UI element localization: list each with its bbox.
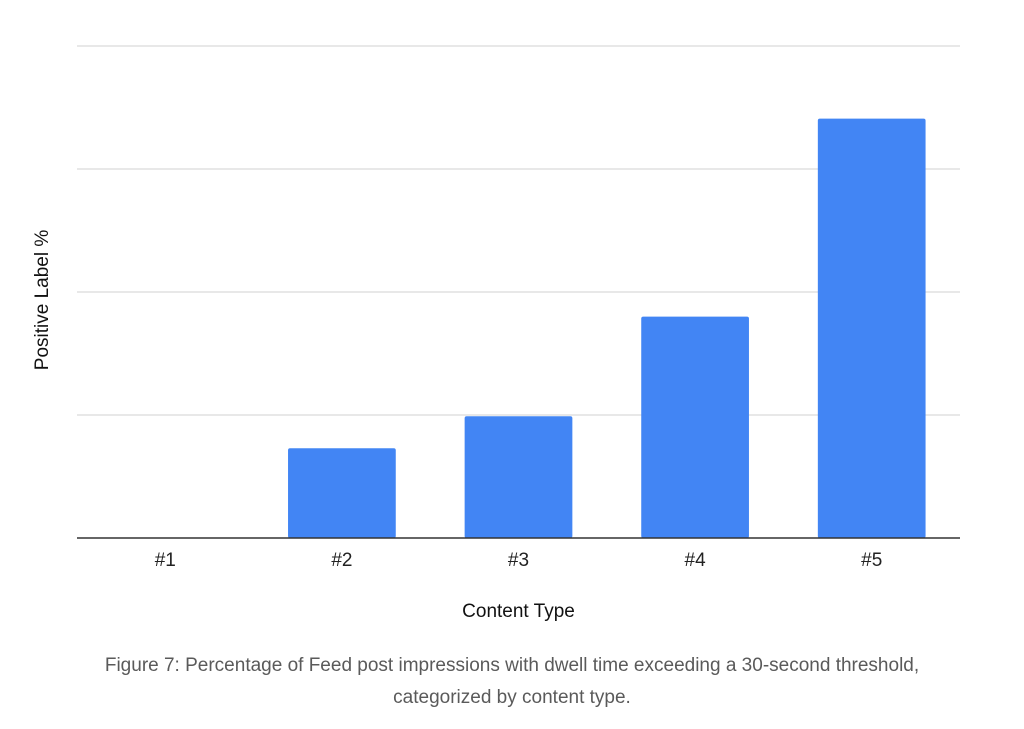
gridlines <box>77 45 960 416</box>
y-axis-title: Positive Label % <box>32 230 53 371</box>
x-tick-label-5: #5 <box>861 550 882 571</box>
x-tick-label-1: #1 <box>155 550 176 571</box>
x-tick-labels: #1 #2 #3 #4 #5 <box>155 550 883 571</box>
bar-5 <box>817 118 926 538</box>
x-tick-label-3: #3 <box>508 550 529 571</box>
bar-4 <box>641 316 749 538</box>
caption-line-2: categorized by content type. <box>393 687 631 708</box>
x-axis-title: Content Type <box>462 601 575 622</box>
x-tick-label-4: #4 <box>685 550 707 571</box>
bar-3 <box>464 416 573 538</box>
bar-chart: #1 #2 #3 #4 #5 Positive Label % Content Type <box>32 45 960 622</box>
caption-line-1: Figure 7: Percentage of Feed post impres… <box>104 655 920 676</box>
x-tick-label-2: #2 <box>331 550 352 571</box>
bars <box>288 118 926 538</box>
figure-caption: Figure 7: Percentage of Feed post impres… <box>0 650 1024 714</box>
bar-2 <box>288 448 396 538</box>
